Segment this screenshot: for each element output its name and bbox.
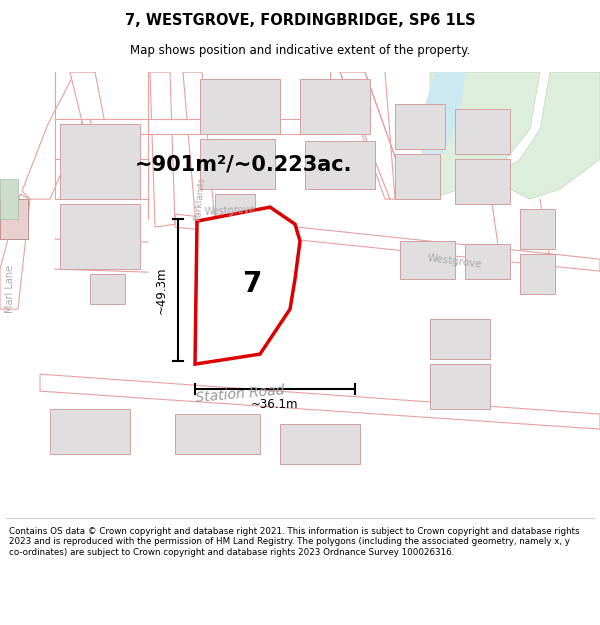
Polygon shape xyxy=(90,119,340,134)
Polygon shape xyxy=(60,204,140,269)
Text: 7, WESTGROVE, FORDINGBRIDGE, SP6 1LS: 7, WESTGROVE, FORDINGBRIDGE, SP6 1LS xyxy=(125,12,475,28)
Text: Contains OS data © Crown copyright and database right 2021. This information is : Contains OS data © Crown copyright and d… xyxy=(9,527,580,557)
Polygon shape xyxy=(400,241,455,279)
Text: Station Road: Station Road xyxy=(195,383,285,405)
Polygon shape xyxy=(415,72,450,169)
Polygon shape xyxy=(395,154,440,199)
Polygon shape xyxy=(445,72,465,149)
Polygon shape xyxy=(215,194,255,224)
Text: 7: 7 xyxy=(242,270,262,298)
Polygon shape xyxy=(50,409,130,454)
Polygon shape xyxy=(0,179,18,219)
Polygon shape xyxy=(430,72,540,199)
Polygon shape xyxy=(305,141,375,189)
Polygon shape xyxy=(300,79,370,134)
Polygon shape xyxy=(455,159,510,204)
Text: Westgrove: Westgrove xyxy=(427,253,483,269)
Polygon shape xyxy=(0,194,30,309)
Polygon shape xyxy=(60,124,140,199)
Polygon shape xyxy=(280,424,360,464)
Polygon shape xyxy=(395,104,445,149)
Polygon shape xyxy=(0,199,28,239)
Polygon shape xyxy=(175,414,260,454)
Polygon shape xyxy=(465,244,510,279)
Polygon shape xyxy=(520,209,555,249)
Polygon shape xyxy=(195,207,300,364)
Text: Marl Lane: Marl Lane xyxy=(5,265,15,313)
Text: Westgrove: Westgrove xyxy=(204,205,256,217)
Polygon shape xyxy=(200,139,275,189)
Text: Map shows position and indicative extent of the property.: Map shows position and indicative extent… xyxy=(130,44,470,57)
Polygon shape xyxy=(520,254,555,294)
Polygon shape xyxy=(40,374,600,429)
Text: ~49.3m: ~49.3m xyxy=(155,266,168,314)
Text: ~36.1m: ~36.1m xyxy=(251,398,299,411)
Text: ~901m²/~0.223ac.: ~901m²/~0.223ac. xyxy=(135,154,353,174)
Polygon shape xyxy=(22,72,95,199)
Polygon shape xyxy=(175,214,600,271)
Polygon shape xyxy=(490,72,600,199)
Polygon shape xyxy=(150,72,175,227)
Polygon shape xyxy=(183,72,215,226)
Polygon shape xyxy=(340,72,410,199)
Polygon shape xyxy=(430,364,490,409)
Polygon shape xyxy=(455,109,510,154)
Text: Parklands: Parklands xyxy=(194,177,206,221)
Polygon shape xyxy=(90,274,125,304)
Polygon shape xyxy=(70,72,110,154)
Polygon shape xyxy=(430,319,490,359)
Polygon shape xyxy=(200,79,280,134)
